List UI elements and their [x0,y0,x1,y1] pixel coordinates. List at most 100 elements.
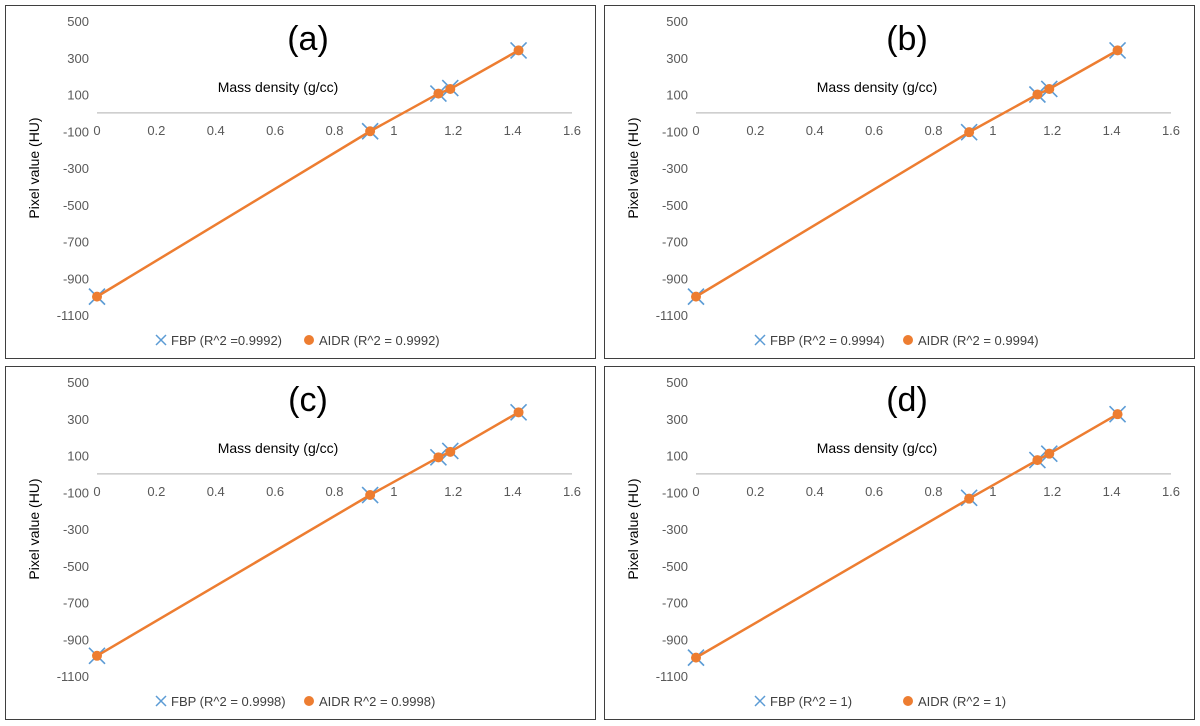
legend-label: FBP (R^2 = 0.9998) [171,694,286,709]
y-tick-label: -700 [63,235,89,250]
chart-title: (a) [287,20,329,58]
y-tick-label: -900 [63,632,89,647]
x-tick-label: 1.2 [1043,123,1061,138]
y-tick-label: -900 [662,632,688,647]
data-point-aidr [445,83,456,94]
chart-c-svg: 500 300 100 -100 -300 -500 -700 -900 -1100 0 0.2 0.… [26,375,581,709]
data-point-aidr [433,88,444,99]
x-tick-label: 1.2 [444,484,462,499]
x-tick-label: 0.8 [325,484,343,499]
x-tick-label: 1.2 [444,123,462,138]
x-tick-label: 0.2 [147,484,165,499]
y-tick-label: 100 [67,88,89,103]
chart-panel-b: 500 300 100 -100 -300 -500 -700 -900 -1100 0 0.2 0.… [604,5,1195,359]
legend-label: AIDR (R^2 = 0.9994) [918,333,1039,348]
y-tick-label: -1100 [656,308,688,323]
x-tick-label: 0.4 [806,484,824,499]
x-axis-title: Mass density (g/cc) [218,79,339,95]
x-tick-label: 0.8 [325,123,343,138]
chart-a-svg: 500 300 100 -100 -300 -500 -700 -900 -1100 0 0.2 0.… [26,14,581,348]
x-axis-title: Mass density (g/cc) [817,440,938,456]
data-point-aidr [1044,448,1055,459]
x-axis-title: Mass density (g/cc) [218,440,339,456]
x-tick-label: 0.6 [865,123,883,138]
y-tick-label: 300 [67,412,89,427]
x-tick-label: 0.8 [924,484,942,499]
x-tick-label: 0 [692,123,699,138]
x-tick-label: 0.4 [207,123,225,138]
y-tick-label: -100 [63,485,89,500]
y-axis-title: Pixel value (HU) [26,117,42,218]
y-axis-title: Pixel value (HU) [625,478,641,579]
y-tick-label: 500 [666,375,688,390]
legend-label: AIDR (R^2 = 1) [918,694,1006,709]
y-tick-label: 500 [67,14,89,29]
y-tick-label: -500 [63,198,89,213]
x-tick-label: 1.6 [563,123,581,138]
y-tick-label: 100 [666,449,688,464]
legend-marker-aidr [304,335,314,345]
data-point-aidr [691,291,701,302]
x-tick-label: 0.2 [746,484,764,499]
y-tick-label: 100 [666,88,688,103]
x-tick-label: 0 [93,484,100,499]
data-point-aidr [1032,89,1043,100]
data-point-aidr [92,650,102,661]
x-tick-label: 0.2 [147,123,165,138]
legend-marker-aidr [304,696,314,706]
legend-label: AIDR R^2 = 0.9998) [319,694,435,709]
data-point-aidr [1112,45,1123,56]
x-tick-label: 1.4 [504,484,522,499]
data-point-aidr [365,126,376,137]
y-tick-label: -700 [63,596,89,611]
chart-b-svg: 500 300 100 -100 -300 -500 -700 -900 -1100 0 0.2 0.… [625,14,1180,348]
chart-title: (d) [886,381,928,419]
data-point-aidr [1112,409,1123,420]
x-tick-label: 1 [989,484,996,499]
legend-marker-fbp [754,334,766,346]
y-tick-label: -300 [63,522,89,537]
data-point-aidr [964,493,975,504]
x-tick-label: 0.6 [865,484,883,499]
y-axis-title: Pixel value (HU) [26,478,42,579]
x-tick-label: 1.6 [1162,123,1180,138]
data-point-aidr [92,291,102,302]
y-tick-label: -300 [662,522,688,537]
chart-panel-a: 500 300 100 -100 -300 -500 -700 -900 -1100 0 0.2 0.… [5,5,596,359]
y-tick-label: -500 [662,198,688,213]
x-tick-label: 0.6 [266,123,284,138]
x-tick-label: 1 [390,123,397,138]
y-tick-label: -900 [662,271,688,286]
x-tick-label: 0.2 [746,123,764,138]
y-tick-label: 500 [67,375,89,390]
legend-label: AIDR (R^2 = 0.9992) [319,333,440,348]
y-tick-label: -500 [662,559,688,574]
y-tick-label: -900 [63,271,89,286]
y-tick-label: -500 [63,559,89,574]
y-tick-label: 100 [67,449,89,464]
x-tick-label: 1.2 [1043,484,1061,499]
y-tick-label: -300 [662,161,688,176]
y-tick-label: -300 [63,161,89,176]
x-axis-title: Mass density (g/cc) [817,79,938,95]
y-tick-label: 300 [666,51,688,66]
x-tick-label: 0 [692,484,699,499]
data-point-aidr [1032,455,1043,466]
x-tick-label: 1.4 [504,123,522,138]
x-tick-label: 1.4 [1103,123,1121,138]
x-tick-label: 0.4 [806,123,824,138]
x-tick-label: 1.4 [1103,484,1121,499]
legend-marker-fbp [754,695,766,707]
data-point-aidr [513,45,524,56]
chart-panel-d: 500 300 100 -100 -300 -500 -700 -900 -1100 0 0.2 0.… [604,366,1195,720]
data-point-aidr [1044,83,1055,94]
data-point-aidr [513,407,524,418]
data-point-aidr [445,446,456,457]
data-point-aidr [964,127,975,138]
x-tick-label: 0.6 [266,484,284,499]
x-tick-label: 0.8 [924,123,942,138]
y-axis-title: Pixel value (HU) [625,117,641,218]
y-tick-label: 500 [666,14,688,29]
y-tick-label: -1100 [57,669,89,684]
x-tick-label: 1 [989,123,996,138]
